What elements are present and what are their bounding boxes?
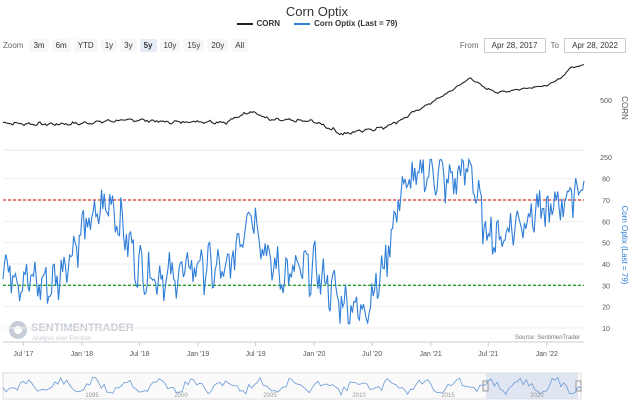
navigator-frame: [2, 372, 582, 400]
source-note: Source: SentimenTrader: [515, 335, 580, 341]
navigator-tick-label: 2020: [530, 393, 544, 399]
watermark-tagline: Analysis over Emotion: [32, 336, 91, 342]
legend-item-corn[interactable]: CORN: [236, 19, 281, 28]
threshold-lines: [3, 199, 584, 286]
x-tick-label: Jan '19: [187, 351, 209, 358]
zoom-button-all[interactable]: All: [231, 39, 249, 52]
x-tick-label: Jan '18: [71, 351, 93, 358]
range-from-input[interactable]: Apr 28, 2017: [483, 38, 546, 53]
x-tick-label: Jul '21: [478, 351, 498, 358]
legend-swatch-optix: [294, 22, 311, 25]
navigator[interactable]: 1995 2000 2005 2010 2015 2020: [2, 372, 582, 400]
zoom-bar: Zoom 3m 6m YTD 1y 3y 5y 10y 15y 20y All: [3, 39, 249, 52]
legend-swatch-corn: [236, 22, 253, 25]
chart-title: Corn Optix: [285, 4, 349, 19]
corn-axis-title: CORN: [620, 96, 629, 120]
navigator-tick-label: 2000: [174, 393, 188, 399]
zoom-button-ytd[interactable]: YTD: [73, 39, 98, 52]
zoom-button-10y[interactable]: 10y: [159, 39, 181, 52]
navigator-selection[interactable]: [486, 373, 578, 399]
y-ticks: 10 20 30 40 50 60 70 80 250 500: [600, 98, 612, 333]
optix-tick-label: 50: [602, 241, 610, 248]
series-line-corn: [2, 64, 585, 136]
corn-tick-label: 500: [600, 98, 612, 105]
legend-item-optix[interactable]: Corn Optix (Last = 79): [294, 19, 397, 28]
zoom-button-3m[interactable]: 3m: [29, 39, 49, 52]
series-layer: [2, 64, 585, 325]
optix-tick-label: 20: [602, 305, 610, 312]
navigator-ticks: 1995 2000 2005 2010 2015 2020: [85, 393, 544, 399]
optix-tick-label: 10: [602, 326, 610, 333]
optix-tick-label: 70: [602, 198, 610, 205]
series-line-optix: [2, 157, 585, 325]
watermark-logo-icon: [9, 321, 27, 339]
zoom-button-15y[interactable]: 15y: [183, 39, 205, 52]
watermark: SENTIMENTRADER Analysis over Emotion: [9, 321, 134, 342]
range-from-label: From: [459, 41, 479, 50]
x-tick-label: Jan '21: [419, 351, 441, 358]
x-tick-label: Jul '18: [129, 351, 149, 358]
navigator-handle-right[interactable]: [575, 380, 582, 392]
navigator-line: [2, 376, 582, 396]
optix-tick-label: 60: [602, 219, 610, 226]
x-tick-label: Jul '19: [246, 351, 266, 358]
zoom-label: Zoom: [3, 41, 24, 50]
corn-tick-label: 250: [600, 155, 612, 162]
legend-label-optix: Corn Optix (Last = 79): [314, 19, 398, 28]
navigator-tick-label: 1995: [85, 393, 99, 399]
x-ticks: Jul '17 Jan '18 Jul '18 Jan '19 Jul '19 Jan '…: [13, 342, 558, 358]
date-range: From Apr 28, 2017 To Apr 28, 2022: [460, 38, 626, 53]
gridlines: [3, 178, 584, 329]
watermark-name: SENTIMENTRADER: [31, 322, 134, 334]
zoom-button-20y[interactable]: 20y: [207, 39, 229, 52]
range-to-label: To: [550, 41, 559, 50]
optix-tick-label: 30: [602, 283, 610, 290]
zoom-button-5y[interactable]: 5y: [139, 39, 157, 52]
navigator-series: [2, 376, 582, 396]
optix-tick-label: 40: [602, 262, 610, 269]
navigator-tick-label: 2015: [441, 393, 455, 399]
watermark-logo-inner: [14, 326, 22, 334]
navigator-tick-label: 2005: [263, 393, 277, 399]
zoom-button-6m[interactable]: 6m: [51, 39, 71, 52]
legend-label-corn: CORN: [256, 19, 281, 28]
navigator-handle-left[interactable]: [482, 380, 489, 392]
optix-tick-label: 80: [602, 177, 610, 184]
optix-axis-title: Corn Optix (Last = 79): [620, 206, 629, 285]
zoom-button-3y[interactable]: 3y: [120, 39, 137, 52]
zoom-button-1y[interactable]: 1y: [100, 39, 118, 52]
x-tick-label: Jan '22: [536, 351, 558, 358]
chart-legend: CORN Corn Optix (Last = 79): [0, 19, 634, 28]
x-tick-label: Jul '20: [362, 351, 382, 358]
x-tick-label: Jan '20: [303, 351, 325, 358]
range-to-input[interactable]: Apr 28, 2022: [564, 38, 626, 53]
navigator-tick-label: 2010: [352, 393, 366, 399]
x-tick-label: Jul '17: [13, 351, 33, 358]
